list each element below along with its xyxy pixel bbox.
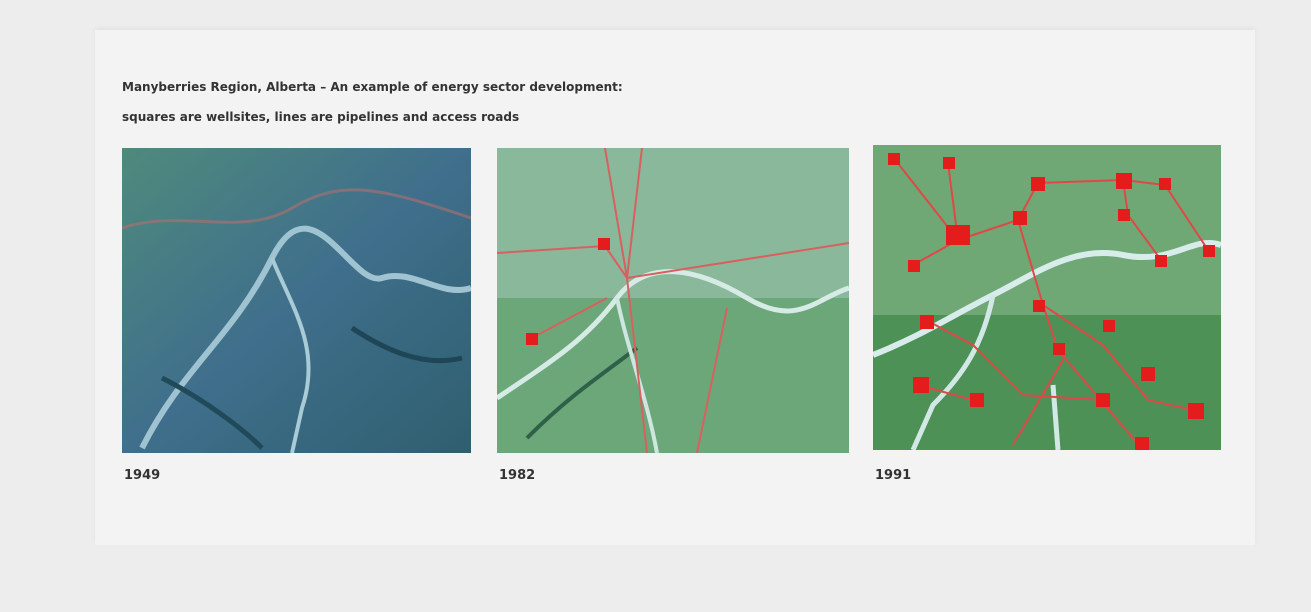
map-1949 (122, 148, 471, 453)
map-1991 (873, 145, 1221, 450)
page: Manyberries Region, Alberta – An example… (0, 0, 1311, 612)
panel-label: 1991 (875, 468, 911, 483)
panel-label: 1949 (124, 468, 160, 483)
caption-line: Manyberries Region, Alberta – An example… (122, 80, 623, 94)
map-1982 (497, 148, 849, 453)
panel-label: 1982 (499, 468, 535, 483)
caption-line: squares are wellsites, lines are pipelin… (122, 110, 519, 124)
